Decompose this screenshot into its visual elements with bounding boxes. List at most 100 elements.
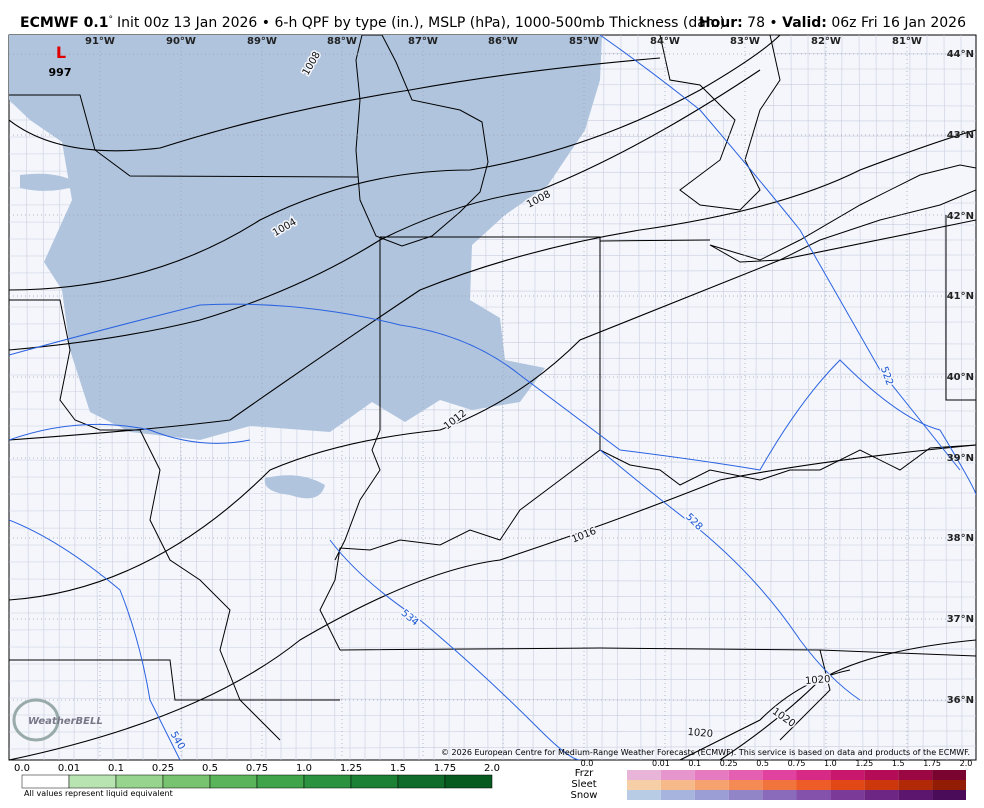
type-name: Sleet: [571, 779, 596, 790]
type-swatch: [728, 770, 763, 780]
type-tick: 0.0: [581, 759, 594, 768]
type-swatch: [898, 770, 933, 780]
latitude-label: 39°N: [947, 453, 974, 464]
header-title: ECMWF 0.1° Init 00z 13 Jan 2026 • 6-h QPF…: [20, 15, 725, 31]
low-pressure: 997: [49, 66, 72, 79]
latitude-label: 44°N: [947, 49, 974, 60]
valid-label: Valid:: [782, 15, 827, 31]
type-swatch: [830, 790, 865, 800]
longitude-label: 88°W: [327, 36, 357, 47]
logo-text: WeatherBELL: [28, 716, 103, 727]
lake-michigan: [355, 35, 489, 247]
hour-label: Hour:: [699, 15, 743, 31]
type-tick: 1.75: [923, 759, 941, 768]
longitude-label: 83°W: [730, 36, 760, 47]
legend-note: All values represent liquid equivalent: [24, 789, 173, 798]
qpf-tick: 0.5: [202, 763, 218, 774]
qpf-swatch: [162, 774, 211, 789]
longitude-label: 89°W: [247, 36, 277, 47]
qpf-swatch: [397, 774, 446, 789]
longitude-labels: 91°W 90°W 89°W 88°W 87°W 86°W 85°W 84°W 83°W 82°W…: [85, 36, 922, 47]
longitude-label: 85°W: [569, 36, 599, 47]
type-swatch: [762, 770, 797, 780]
type-tick: 0.25: [720, 759, 738, 768]
type-swatch: [762, 780, 797, 790]
logo: WeatherBELL: [12, 698, 103, 742]
type-swatch: [694, 780, 729, 790]
type-swatch: [728, 790, 763, 800]
type-swatch: [864, 780, 899, 790]
type-swatch: [864, 770, 899, 780]
type-tick: 0.75: [788, 759, 806, 768]
longitude-label: 86°W: [488, 36, 518, 47]
latitude-label: 41°N: [947, 291, 974, 302]
type-tick: 1.5: [892, 759, 905, 768]
type-swatch: [830, 770, 865, 780]
latitude-label: 36°N: [947, 695, 974, 706]
type-legend: Frzr Sleet Snow 0.0 0.01 0.1 0.25 0.5 0.75 1.0…: [571, 759, 973, 801]
latitude-label: 38°N: [947, 533, 974, 544]
type-tick: 0.1: [688, 759, 701, 768]
type-swatch: [728, 780, 763, 790]
qpf-tick: 0.1: [108, 763, 124, 774]
title: Init 00z 13 Jan 2026 • 6-h QPF by type (…: [117, 15, 725, 31]
type-swatch: [694, 770, 729, 780]
model: ECMWF 0.1: [20, 15, 108, 31]
qpf-tick: 0.75: [246, 763, 268, 774]
type-swatch: [864, 790, 899, 800]
qpf-tick: 0.0: [14, 763, 30, 774]
type-swatch: [796, 780, 831, 790]
type-swatch: [796, 790, 831, 800]
qpf-tick: 1.0: [296, 763, 312, 774]
type-tick: 2.0: [960, 759, 973, 768]
qpf-tick: 0.01: [58, 763, 80, 774]
type-swatch: [660, 770, 695, 780]
graticule: [9, 35, 976, 760]
isobars: [9, 35, 976, 760]
latitude-label: 37°N: [947, 614, 974, 625]
latitude-labels: 44°N 43°N 42°N 41°N 40°N 39°N 38°N 37°N 36°N: [947, 49, 974, 706]
type-tick: 1.25: [855, 759, 873, 768]
thickness-lines: [9, 35, 976, 760]
hour: 78 •: [747, 15, 778, 31]
type-swatch: [762, 790, 797, 800]
header-valid: Hour: 78 • Valid: 06z Fri 16 Jan 2026: [699, 15, 966, 31]
type-swatch: [796, 770, 831, 780]
qpf-tick: 1.25: [340, 763, 362, 774]
qpf-swatch: [303, 774, 352, 789]
longitude-label: 82°W: [811, 36, 841, 47]
qpf-tick: 1.75: [434, 763, 456, 774]
valid: 06z Fri 16 Jan 2026: [831, 15, 966, 31]
latitude-label: 40°N: [947, 372, 974, 383]
map: L 997 1008 1004 1008 1012 1016 1020 1020…: [8, 34, 977, 761]
longitude-label: 81°W: [892, 36, 922, 47]
type-tick: 1.0: [824, 759, 837, 768]
low-symbol: L: [56, 43, 66, 62]
type-tick: 0.01: [652, 759, 670, 768]
qpf-tick: 2.0: [484, 763, 500, 774]
type-swatch: [898, 780, 933, 790]
qpf-swatch: [444, 774, 493, 789]
copyright: © 2026 European Centre for Medium-Range …: [441, 748, 970, 757]
longitude-label: 91°W: [85, 36, 115, 47]
type-swatch: [627, 770, 661, 780]
type-swatch: [694, 790, 729, 800]
type-swatch: [627, 790, 661, 800]
type-swatch: [660, 790, 695, 800]
longitude-label: 87°W: [408, 36, 438, 47]
isobar-label: 1020: [805, 674, 831, 687]
lake-erie: [709, 164, 976, 263]
longitude-label: 90°W: [166, 36, 196, 47]
qpf-swatch: [115, 774, 164, 789]
type-swatch: [932, 790, 966, 800]
longitude-label: 84°W: [650, 36, 680, 47]
type-swatch: [627, 780, 661, 790]
type-swatch: [660, 780, 695, 790]
qpf-swatch: [350, 774, 399, 789]
type-swatch: [830, 780, 865, 790]
qpf-legend: 0.0 0.01 0.1 0.25 0.5 0.75 1.0 1.25 1.5 1.75 2.0 A…: [14, 763, 500, 798]
type-tick: 0.5: [756, 759, 769, 768]
type-name: Frzr: [575, 768, 594, 779]
type-swatch: [932, 770, 966, 780]
